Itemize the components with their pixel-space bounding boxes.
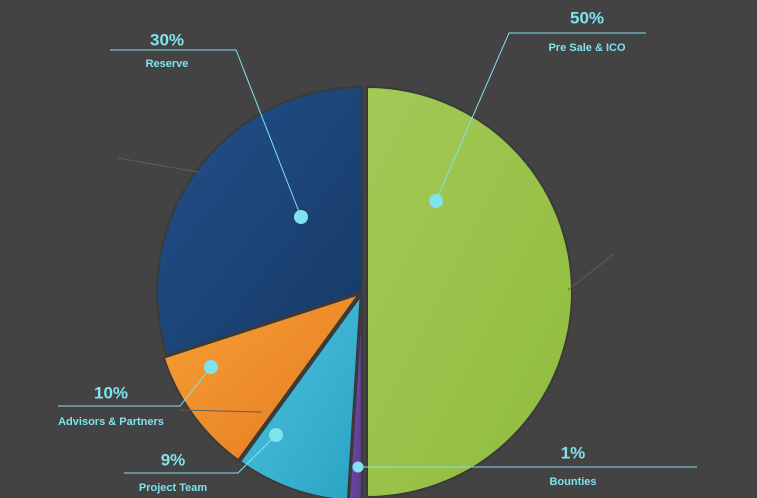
marker-dot-bounties [352,461,364,473]
category-label-advisors-partners: Advisors & Partners [58,416,164,428]
guide-line [567,253,615,291]
percent-label-advisors-partners: 10% [94,383,128,402]
leader-line-advisors-partners [58,366,212,407]
marker-dot-reserve [294,210,308,224]
slice-advisors-partners [162,292,362,462]
percent-label-bounties: 1% [561,443,586,462]
category-label-project-team: Project Team [139,482,207,494]
slice-pre-sale-ico [366,85,573,498]
marker-dot-project-team [269,428,283,442]
category-label-bounties: Bounties [549,476,596,488]
leader-line-pre-sale-ico [435,32,646,202]
category-label-pre-sale-ico: Pre Sale & ICO [548,42,625,54]
guide-line [117,157,199,173]
category-label-reserve: Reserve [146,58,189,70]
guide-line [179,409,263,413]
percent-label-pre-sale-ico: 50% [570,8,604,27]
leader-line-project-team [124,434,277,474]
slice-project-team [238,292,362,498]
percent-label-project-team: 9% [161,450,186,469]
percent-label-reserve: 30% [150,30,184,49]
marker-dot-pre-sale-ico [429,194,443,208]
slice-bounties [348,295,363,498]
marker-dot-advisors-partners [204,360,218,374]
leader-line-reserve [110,49,302,218]
